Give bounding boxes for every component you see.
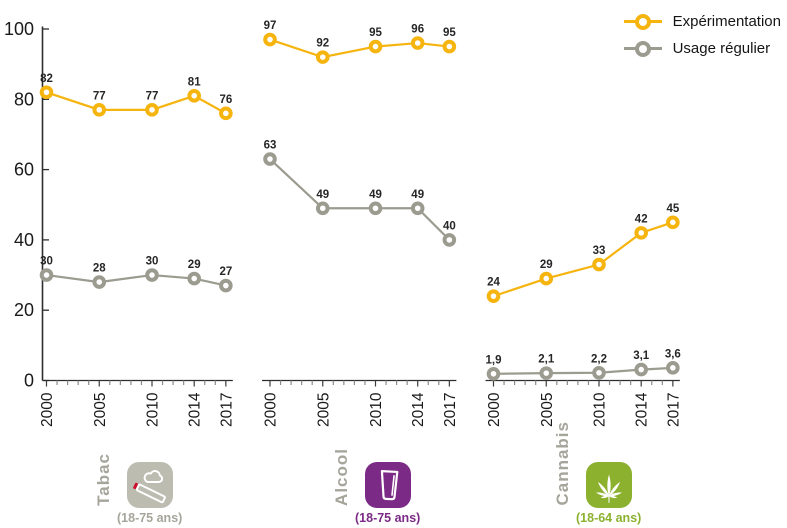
beer-glass-icon <box>364 462 411 508</box>
svg-text:80: 80 <box>14 89 34 109</box>
footer-group-tabac: Tabac (18-75 ans) <box>94 453 183 526</box>
svg-text:49: 49 <box>411 189 424 201</box>
svg-text:77: 77 <box>146 90 159 102</box>
svg-text:76: 76 <box>219 94 232 106</box>
svg-text:92: 92 <box>316 38 329 50</box>
glass-highlight-icon <box>390 475 395 496</box>
svg-text:42: 42 <box>635 213 648 225</box>
legend-label-usage-regulier: Usage régulier <box>672 40 771 57</box>
svg-text:2014: 2014 <box>634 392 651 427</box>
svg-text:2000: 2000 <box>263 392 280 427</box>
ring-marker-icon <box>634 13 651 30</box>
svg-text:96: 96 <box>411 24 424 36</box>
svg-text:40: 40 <box>443 220 456 232</box>
cannabis-label: Cannabis <box>553 421 572 506</box>
svg-text:20: 20 <box>14 300 34 320</box>
svg-text:30: 30 <box>146 256 159 268</box>
svg-text:45: 45 <box>666 203 679 215</box>
svg-text:2014: 2014 <box>187 392 204 427</box>
svg-text:3,6: 3,6 <box>665 348 681 360</box>
svg-text:49: 49 <box>316 189 329 201</box>
experimentation-line-marker-icon <box>623 13 662 30</box>
svg-text:40: 40 <box>14 230 34 250</box>
svg-text:2000: 2000 <box>39 392 56 427</box>
smoke-cloud-icon <box>143 470 163 483</box>
alcool-label: Alcool <box>332 448 351 506</box>
svg-text:2010: 2010 <box>592 392 609 427</box>
alcool-age-range: (18-75 ans) <box>355 511 421 525</box>
svg-text:2017: 2017 <box>442 393 459 427</box>
usage-regulier-line-marker-icon <box>623 40 662 57</box>
svg-text:2014: 2014 <box>410 392 427 427</box>
footer-group-cannabis: Cannabis (18-64 ans) <box>553 421 642 526</box>
svg-text:49: 49 <box>369 189 382 201</box>
svg-text:100: 100 <box>4 19 34 39</box>
footer-group-alcool: Alcool (18-75 ans) <box>332 448 421 526</box>
cigarette-tip-icon <box>132 482 138 490</box>
legend-label-experimentation: Expérimentation <box>672 13 781 30</box>
legend-item-usage-regulier: Usage régulier <box>623 40 781 57</box>
svg-text:97: 97 <box>264 20 277 32</box>
svg-text:82: 82 <box>40 73 53 85</box>
svg-text:2000: 2000 <box>486 392 503 427</box>
svg-text:2017: 2017 <box>665 393 682 427</box>
svg-text:29: 29 <box>188 259 201 271</box>
svg-text:30: 30 <box>40 256 53 268</box>
svg-text:28: 28 <box>93 263 106 275</box>
cannabis-leaf-glyph <box>595 474 622 503</box>
svg-text:29: 29 <box>540 259 553 271</box>
svg-text:0: 0 <box>24 371 34 391</box>
svg-text:95: 95 <box>369 27 382 39</box>
cigarette-body-icon <box>135 483 166 504</box>
svg-text:2005: 2005 <box>92 393 109 427</box>
svg-text:2,2: 2,2 <box>591 353 607 365</box>
svg-text:2,1: 2,1 <box>538 354 555 366</box>
svg-text:63: 63 <box>264 140 277 152</box>
svg-text:2010: 2010 <box>145 392 162 427</box>
pint-glass-outline-icon <box>380 470 399 501</box>
cigarette-icon <box>126 462 173 508</box>
substance-use-trend-chart: 0 20 40 60 80 100 2000 2005 2010 2014 2017 82 77 77 81… <box>4 19 682 427</box>
svg-text:2017: 2017 <box>218 393 235 427</box>
svg-text:33: 33 <box>593 245 606 257</box>
svg-text:2010: 2010 <box>368 392 385 427</box>
legend-item-experimentation: Expérimentation <box>623 13 781 30</box>
svg-text:2005: 2005 <box>315 393 332 427</box>
legend: Expérimentation Usage régulier <box>623 13 781 67</box>
svg-text:1,9: 1,9 <box>486 354 502 366</box>
ring-marker-icon <box>634 40 651 57</box>
cannabis-age-range: (18-64 ans) <box>576 511 642 525</box>
svg-text:2005: 2005 <box>539 393 556 427</box>
svg-text:81: 81 <box>188 76 201 88</box>
svg-text:27: 27 <box>219 266 232 278</box>
tabac-age-range: (18-75 ans) <box>117 511 183 525</box>
svg-text:77: 77 <box>93 90 106 102</box>
svg-text:60: 60 <box>14 160 34 180</box>
svg-text:3,1: 3,1 <box>633 350 650 362</box>
svg-text:24: 24 <box>487 277 500 289</box>
svg-text:95: 95 <box>443 27 456 39</box>
tabac-label: Tabac <box>94 453 113 506</box>
cannabis-leaf-icon <box>585 462 632 508</box>
